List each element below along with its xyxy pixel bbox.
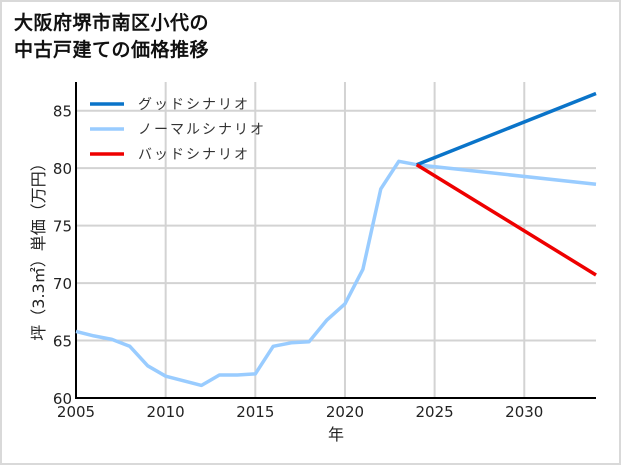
axes bbox=[75, 82, 596, 399]
x-tick-label: 2025 bbox=[416, 403, 454, 421]
legend-label: グッドシナリオ bbox=[138, 97, 250, 113]
y-tick-label: 60 bbox=[53, 390, 72, 408]
x-tick-label: 2015 bbox=[236, 403, 274, 421]
series-line bbox=[75, 159, 597, 388]
chart-title: 大阪府堺市南区小代の 中古戸建ての価格推移 bbox=[14, 10, 209, 64]
series-line bbox=[416, 91, 597, 167]
data-lines bbox=[75, 91, 597, 388]
legend-label: ノーマルシナリオ bbox=[138, 122, 266, 138]
y-tick-label: 80 bbox=[53, 160, 72, 178]
y-tick-label: 75 bbox=[53, 218, 72, 236]
y-tick-label: 70 bbox=[53, 275, 72, 293]
y-tick-label: 65 bbox=[53, 333, 72, 351]
x-tick-label: 2010 bbox=[147, 403, 185, 421]
y-axis-label: 坪（3.3㎡）単価（万円） bbox=[29, 155, 48, 340]
x-tick-label: 2020 bbox=[326, 403, 364, 421]
x-tick-label: 2030 bbox=[505, 403, 543, 421]
x-tick-label: 2005 bbox=[57, 403, 95, 421]
y-axis-ticks: 60 65 70 75 80 85 bbox=[53, 103, 72, 408]
x-axis-label: 年 bbox=[328, 425, 344, 444]
chart-title-line2: 中古戸建ての価格推移 bbox=[14, 39, 210, 61]
y-tick-label: 85 bbox=[53, 103, 72, 121]
legend-label: バッドシナリオ bbox=[138, 147, 250, 163]
chart-title-line1: 大阪府堺市南区小代の bbox=[14, 12, 210, 34]
series-line bbox=[415, 163, 597, 277]
x-axis-ticks: 2005 2010 2015 2020 2025 2030 bbox=[57, 403, 543, 421]
